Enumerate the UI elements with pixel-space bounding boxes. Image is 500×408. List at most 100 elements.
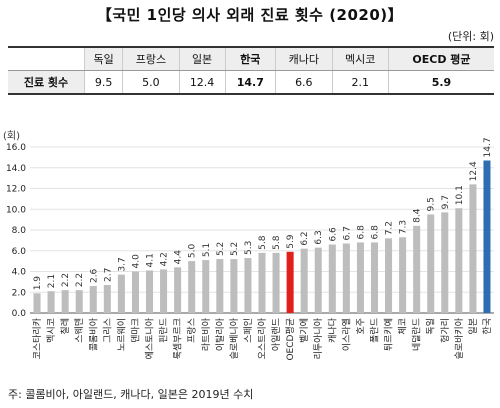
table-header-row: 독일 프랑스 일본 한국 캐나다 멕시코 OECD 평균	[8, 46, 494, 71]
y-tick-label: 10.0	[6, 205, 26, 215]
bar-value-label: 5.1	[202, 243, 212, 257]
bar-value-label: 8.4	[413, 208, 423, 223]
x-category-label: 코스타리카	[32, 318, 43, 359]
bar-value-label: 2.6	[89, 268, 99, 283]
table-col-canada: 캐나다	[275, 46, 333, 71]
summary-table: 독일 프랑스 일본 한국 캐나다 멕시코 OECD 평균 진료 횟수 9.5 5…	[8, 46, 494, 95]
x-category-label: 벨기에	[299, 318, 310, 343]
table-col-korea: 한국	[224, 46, 276, 71]
bar-value-label: 5.2	[216, 242, 226, 256]
bar-19	[300, 248, 308, 313]
table-row-header: 진료 횟수	[8, 70, 85, 95]
x-category-label: 그리스	[102, 318, 113, 343]
bar-value-label: 4.0	[131, 254, 141, 269]
table-value-oecd: 5.9	[387, 70, 494, 95]
bar-value-label: 4.2	[160, 252, 170, 266]
bar-25	[385, 238, 393, 313]
bar-28	[427, 214, 435, 313]
bar-15	[244, 258, 252, 313]
bar-value-label: 6.2	[300, 231, 310, 245]
bar-32	[483, 160, 491, 313]
bar-24	[370, 242, 378, 313]
bar-23	[356, 242, 364, 313]
bar-value-label: 6.7	[342, 226, 352, 240]
x-category-label: 이탈리아	[215, 317, 226, 351]
x-category-label: 오스트리아	[257, 317, 268, 359]
bar-value-label: 6.3	[314, 230, 324, 244]
bar-26	[399, 237, 407, 313]
bar-21	[328, 244, 336, 313]
bar-value-label: 6.8	[356, 225, 366, 240]
table-col-japan: 일본	[178, 46, 225, 71]
x-category-label: 스페인	[243, 318, 254, 343]
table-col-germany: 독일	[83, 46, 123, 71]
x-category-label: 룩셈부르크	[173, 318, 184, 359]
y-tick-label: 0.0	[12, 309, 27, 319]
x-category-label: 호주	[355, 318, 366, 335]
x-category-label: 네덜란드	[411, 318, 423, 351]
bar-6	[117, 274, 125, 313]
x-category-label: 리투아니아	[313, 317, 324, 359]
bar-value-label: 12.4	[469, 161, 479, 181]
bar-value-label: 4.4	[174, 250, 184, 265]
y-tick-label: 8.0	[12, 226, 27, 236]
bar-20	[314, 247, 322, 313]
bar-27	[413, 225, 421, 313]
table-col-france: 프랑스	[122, 46, 180, 71]
x-category-label: 덴마크	[130, 318, 141, 343]
bar-value-label: 4.1	[146, 253, 156, 267]
bar-30	[455, 208, 463, 313]
y-axis-unit: (회)	[3, 131, 21, 142]
bar-value-label: 7.3	[399, 220, 409, 234]
bar-16	[258, 252, 266, 313]
bar-value-label: 2.7	[103, 268, 113, 282]
bar-value-label: 6.8	[370, 225, 380, 240]
bar-value-label: 6.6	[328, 227, 338, 242]
bar-1	[47, 291, 55, 313]
bar-value-label: 5.3	[244, 241, 254, 255]
x-category-label: 핀란드	[158, 318, 170, 343]
bar-3	[75, 290, 83, 313]
table-value-japan: 12.4	[178, 70, 225, 95]
y-tick-label: 4.0	[12, 268, 27, 278]
x-category-label: 폴란드	[368, 318, 380, 343]
bar-9	[160, 269, 168, 313]
bar-value-label: 5.9	[286, 234, 296, 249]
bar-31	[469, 184, 477, 313]
table-col-mexico: 멕시코	[331, 46, 389, 71]
table-value-canada: 6.6	[275, 70, 333, 95]
bar-value-label: 2.1	[47, 274, 57, 288]
bar-value-label: 14.7	[483, 137, 493, 157]
bar-14	[230, 259, 238, 313]
bar-value-label: 5.8	[258, 235, 268, 250]
table-col-oecd: OECD 평균	[387, 46, 494, 71]
bar-22	[342, 243, 350, 313]
bar-10	[174, 267, 182, 313]
x-category-label: 아일랜드	[271, 318, 282, 351]
x-category-label: 노르웨이	[115, 318, 127, 351]
table-value-mexico: 2.1	[331, 70, 389, 95]
y-tick-label: 2.0	[12, 288, 27, 298]
x-category-label: 에스토니아	[145, 317, 156, 359]
y-tick-label: 12.0	[6, 185, 26, 195]
x-category-label: 이스라엘	[341, 318, 352, 351]
table-corner-cell	[8, 46, 85, 71]
bar-value-label: 5.0	[188, 244, 198, 259]
bar-value-label: 10.1	[455, 185, 465, 205]
bar-8	[146, 270, 154, 313]
unit-label: (단위: 회)	[447, 30, 494, 43]
table-value-germany: 9.5	[83, 70, 123, 95]
y-tick-label: 14.0	[6, 164, 26, 174]
x-category-label: 슬로베니아	[229, 317, 240, 359]
bar-13	[216, 259, 224, 313]
bar-2	[61, 290, 69, 313]
bar-7	[131, 271, 139, 313]
bar-value-label: 2.2	[75, 273, 85, 287]
x-category-label: 프랑스	[186, 318, 198, 343]
bar-value-label: 2.2	[61, 273, 71, 287]
y-tick-label: 16.0	[6, 143, 26, 153]
table-value-france: 5.0	[122, 70, 180, 95]
bar-chart: 0.0 2.0 4.0 6.0 8.0 10.0 12.0 14.0 16.0 1.9 코스타리카…	[6, 137, 494, 361]
x-category-label: 튀르키예	[383, 318, 395, 351]
table-data-row: 진료 횟수 9.5 5.0 12.4 14.7 6.6 2.1 5.9	[8, 70, 494, 95]
